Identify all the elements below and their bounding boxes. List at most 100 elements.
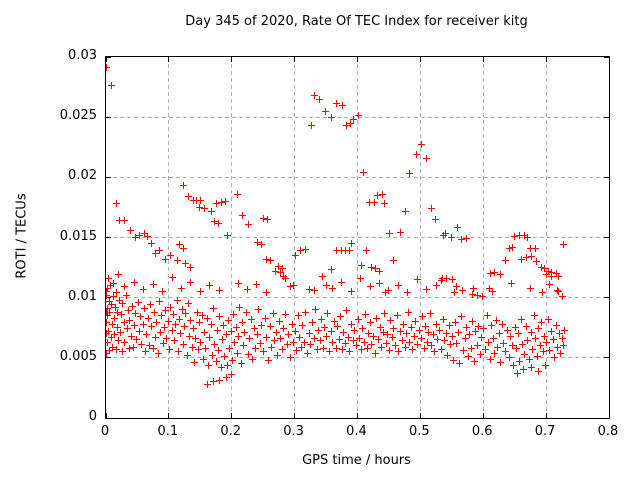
data-point-marker [168,326,176,334]
data-point-marker [208,351,216,359]
x-tick-mark [482,57,484,62]
data-point-marker [234,279,242,287]
data-point-marker [250,325,258,333]
data-point-marker [525,355,533,363]
data-point-marker [282,274,290,282]
data-point-marker [513,344,521,352]
data-point-marker [191,359,199,367]
data-point-marker [366,283,374,291]
data-point-marker [496,330,504,338]
data-point-marker [442,330,450,338]
y-tick-label: 0.03 [68,48,97,63]
data-point-marker [277,335,285,343]
data-point-marker [286,354,294,362]
data-point-marker [474,291,482,299]
data-point-marker [374,191,382,199]
data-point-marker [307,341,315,349]
data-point-marker [452,319,460,327]
y-tick-label: 0 [88,409,97,424]
data-point-marker [417,335,425,343]
data-point-marker [523,234,531,241]
y-tick-mark [106,357,111,359]
data-point-marker [106,312,112,320]
data-point-marker [531,244,539,252]
data-point-marker [392,342,400,350]
data-point-marker [308,122,316,130]
y-gridline [106,297,609,299]
data-point-marker [106,297,113,305]
data-point-marker [513,369,521,377]
data-point-marker [327,266,335,274]
data-point-marker [106,274,113,282]
data-point-marker [235,332,243,340]
data-point-marker [371,349,379,357]
data-point-marker [206,333,214,341]
data-point-marker [321,107,329,115]
data-point-marker [324,309,332,317]
data-point-marker [442,230,450,238]
data-point-marker [266,323,274,331]
data-point-marker [313,345,321,353]
data-point-marker [184,193,192,201]
data-point-marker [143,331,151,339]
data-point-marker [447,341,455,349]
data-point-marker [535,325,543,333]
data-point-marker [561,326,569,334]
data-point-marker [106,308,114,316]
data-point-marker [451,289,459,297]
data-point-marker [283,341,291,349]
x-tick-mark [294,413,296,418]
data-point-marker [506,332,514,340]
data-point-marker [543,338,551,346]
data-point-marker [106,327,113,335]
data-point-marker [510,232,518,240]
data-point-marker [492,317,500,325]
data-point-marker [187,278,195,286]
data-point-marker [121,283,129,291]
x-tick-mark [231,413,233,418]
data-point-marker [182,309,190,317]
data-point-marker [150,308,158,316]
data-point-marker [368,341,376,349]
data-point-marker [245,335,253,343]
data-point-marker [315,95,323,103]
y-tick-label: 0.01 [68,288,97,304]
data-point-marker [414,341,422,349]
data-point-marker [359,325,367,333]
data-point-marker [289,338,297,346]
data-point-marker [349,337,357,345]
x-tick-label: 0.2 [220,424,242,439]
data-point-marker [530,312,538,320]
data-point-marker [354,315,362,323]
data-point-marker [157,329,165,337]
data-point-marker [200,205,208,213]
data-point-marker [221,197,229,205]
data-point-marker [124,307,132,315]
data-point-marker [322,282,330,290]
data-point-marker [462,324,470,332]
data-point-marker [137,313,145,321]
data-point-marker [521,350,529,358]
data-point-marker [228,356,236,364]
data-point-marker [355,112,363,120]
data-point-marker [509,243,517,251]
data-point-marker [390,325,398,333]
data-point-marker [230,311,238,318]
data-point-marker [110,314,118,322]
data-point-marker [427,205,435,213]
x-tick-mark [545,57,547,62]
data-point-marker [554,272,562,280]
data-point-marker [305,285,313,293]
data-point-marker [447,234,455,241]
data-point-marker [274,351,282,359]
y-tick-mark [604,176,609,178]
y-gridline [106,237,609,238]
data-point-marker [415,326,423,334]
data-point-marker [119,300,127,308]
data-point-marker [545,280,553,288]
data-point-marker [338,278,346,286]
data-point-marker [533,258,541,266]
data-point-marker [176,241,184,249]
data-point-marker [541,265,549,273]
data-point-marker [203,314,211,322]
